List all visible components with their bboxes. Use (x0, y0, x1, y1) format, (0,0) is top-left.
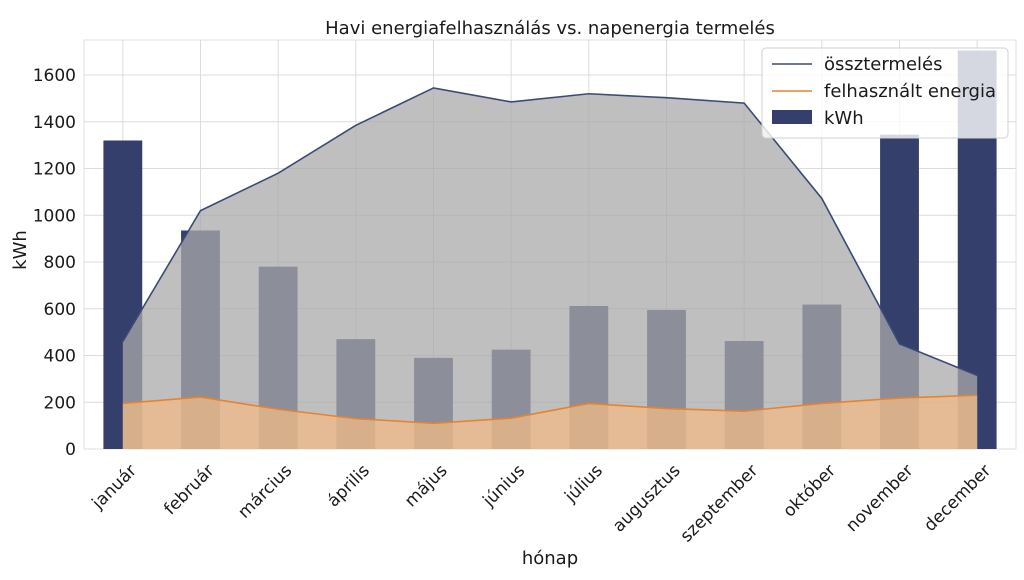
legend-swatch-kwh (772, 110, 812, 124)
x-tick-label: november (842, 461, 917, 536)
x-tick-label: augusztus (609, 461, 685, 537)
y-tick-label: 1600 (33, 66, 76, 86)
x-tick-label: március (234, 461, 296, 523)
legend-box (761, 47, 1009, 139)
area-consumed (122, 395, 978, 449)
legend-label-produced: össztermelés (824, 54, 943, 75)
y-tick-label: 800 (44, 253, 76, 273)
x-tick-label: május (401, 461, 452, 512)
y-axis-title: kWh (10, 230, 31, 270)
legend-label-consumed: felhasznált energia (824, 81, 996, 102)
x-tick-label: szeptember (677, 461, 763, 547)
y-tick-label: 400 (44, 347, 76, 367)
y-tick-label: 600 (44, 300, 76, 320)
x-axis-title: hónap (522, 548, 578, 569)
y-tick-label: 1400 (33, 113, 76, 133)
line-produced (122, 87, 978, 377)
x-tick-label: július (560, 461, 606, 507)
y-tick-label: 0 (65, 440, 76, 460)
area-produced (122, 87, 978, 449)
x-tick-label: december (920, 461, 995, 536)
y-tick-label: 1200 (33, 160, 76, 180)
x-tick-label: október (779, 461, 840, 522)
line-consumed (122, 394, 978, 425)
legend-label-kwh: kWh (824, 108, 864, 129)
x-tick-label: június (479, 461, 530, 512)
chart-title: Havi energiafelhasználás vs. napenergia … (325, 18, 775, 39)
x-tick-label: január (88, 461, 141, 514)
y-tick-label: 200 (44, 393, 76, 413)
x-tick-label: február (160, 461, 218, 519)
legend: össztermelés felhasznált energia kWh (761, 47, 1009, 139)
x-tick-label: április (323, 461, 373, 511)
y-tick-label: 1000 (33, 206, 76, 226)
